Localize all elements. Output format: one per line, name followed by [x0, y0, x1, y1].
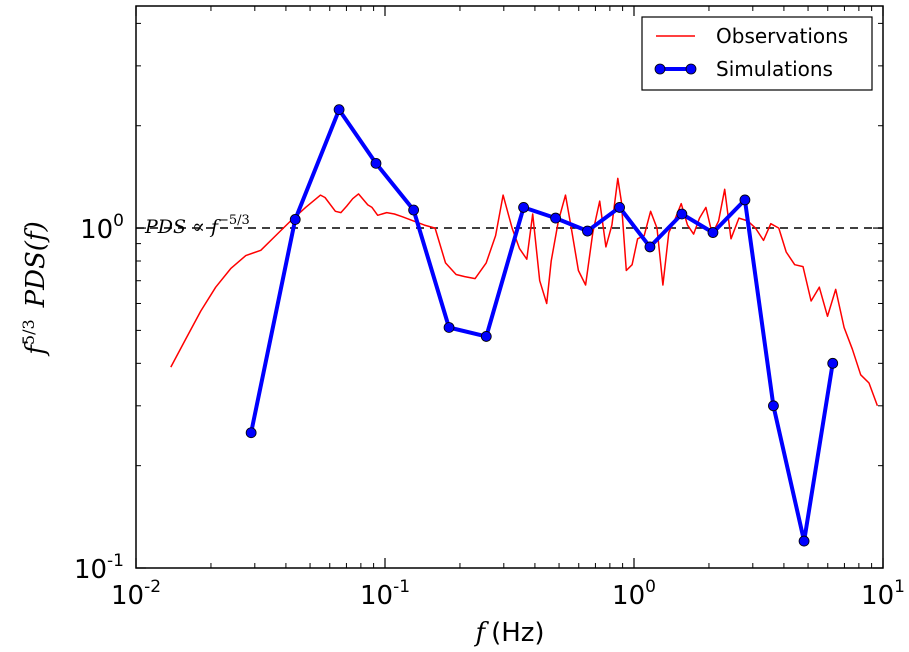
data-point-simulations [480, 331, 492, 342]
data-point-simulations [676, 208, 688, 220]
svg-text:f5/3PDS(f): f5/3PDS(f) [19, 221, 51, 356]
reference-annotation-exponent: −5/3 [218, 213, 250, 228]
data-point-simulations [768, 400, 779, 412]
plot-area [136, 104, 883, 547]
legend: Observations Simulations [641, 16, 873, 91]
x-tick-label: 100 [612, 577, 656, 611]
x-tick-label: 101 [861, 577, 905, 611]
data-point-simulations [245, 427, 257, 439]
data-point-simulations [644, 241, 656, 253]
data-point-simulations [518, 202, 529, 213]
axis-ticks [135, 6, 884, 569]
data-point-simulations [614, 202, 625, 213]
y-tick-label: 10-1 [74, 551, 124, 585]
data-point-simulations [289, 214, 301, 225]
reference-annotation-main: PDS ∝ f [144, 216, 221, 238]
data-point-simulations [443, 322, 455, 333]
series-line-simulations [249, 107, 835, 544]
svg-text:PDS ∝ f−5/3: PDS ∝ f−5/3 [144, 213, 250, 238]
reference-annotation: PDS ∝ f−5/3 [144, 213, 250, 238]
x-axis-label-var: f [473, 618, 489, 648]
data-point-simulations [827, 357, 839, 369]
data-point-simulations [333, 104, 345, 116]
axes-frame [135, 5, 884, 569]
x-axis-label-unit: (Hz) [491, 618, 545, 648]
legend-label-simulations: Simulations [716, 57, 833, 81]
data-point-simulations [707, 227, 719, 238]
data-point-simulations [739, 194, 751, 206]
data-point-simulations [582, 225, 593, 237]
y-axis-label: f5/3PDS(f) [19, 221, 51, 356]
y-tick-label: 100 [80, 211, 124, 245]
x-tick-label: 10-2 [111, 577, 161, 611]
data-point-simulations [550, 212, 562, 224]
legend-label-observations: Observations [716, 24, 848, 48]
data-point-simulations [370, 157, 382, 169]
data-point-simulations [798, 535, 810, 547]
x-tick-label: 10-1 [360, 577, 410, 611]
series-line-observations [170, 177, 879, 407]
x-axis-label: f (Hz) [473, 618, 544, 648]
data-point-simulations [408, 204, 420, 216]
